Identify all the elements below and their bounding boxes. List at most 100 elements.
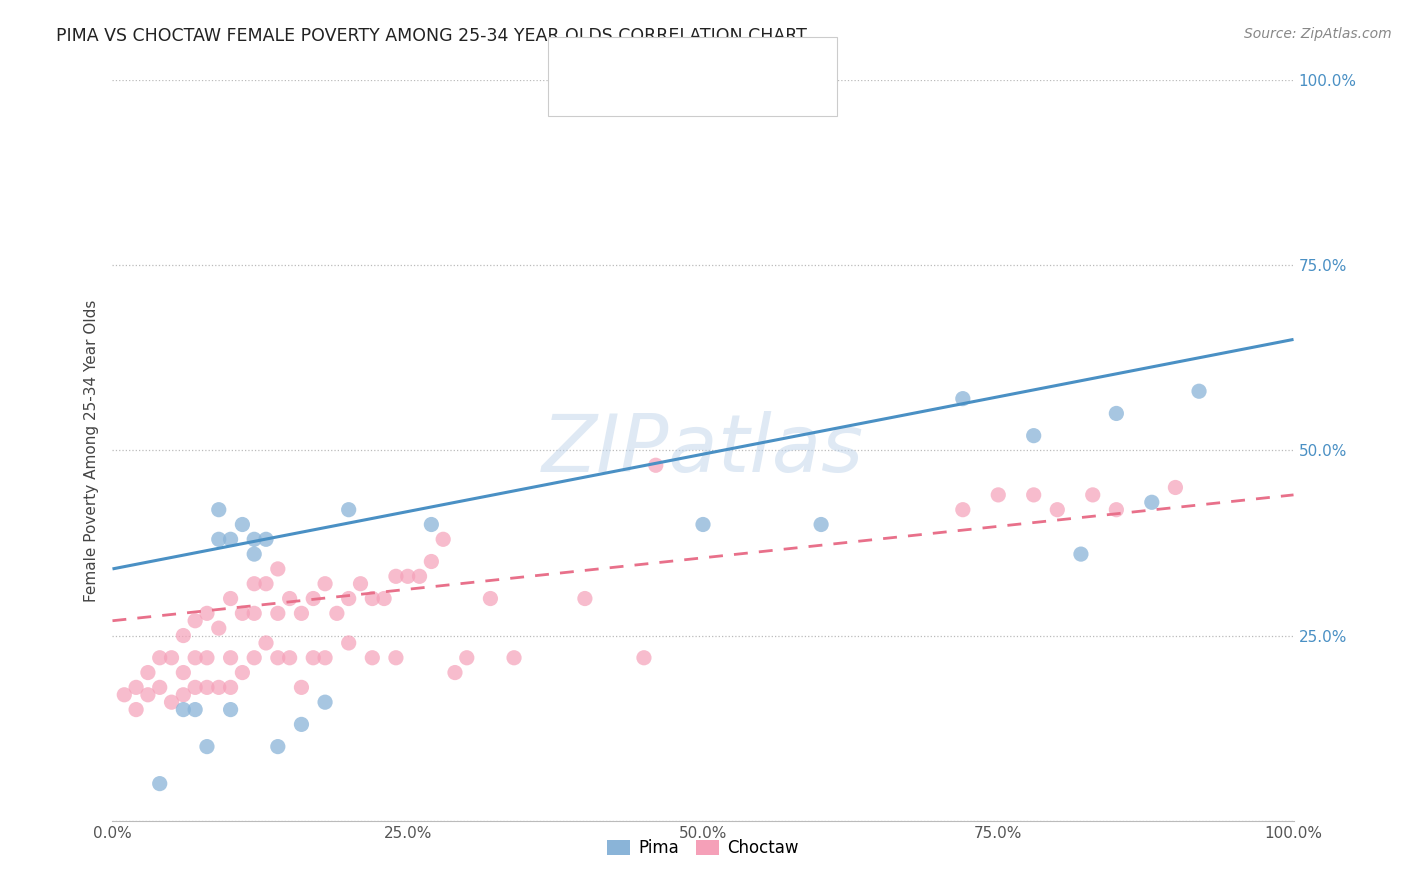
Point — [125, 681, 148, 695]
Point — [243, 607, 266, 621]
Text: N =: N = — [693, 55, 747, 74]
Text: 0.186: 0.186 — [651, 83, 710, 102]
Text: PIMA VS CHOCTAW FEMALE POVERTY AMONG 25-34 YEAR OLDS CORRELATION CHART: PIMA VS CHOCTAW FEMALE POVERTY AMONG 25-… — [56, 27, 807, 45]
Point — [160, 695, 183, 709]
Point — [337, 502, 360, 516]
Point — [952, 392, 974, 406]
Legend: Pima, Choctaw: Pima, Choctaw — [600, 833, 806, 864]
Point — [337, 591, 360, 606]
Point — [479, 591, 502, 606]
Point — [349, 576, 371, 591]
Point — [361, 650, 384, 665]
Point — [314, 650, 336, 665]
Point — [1105, 407, 1128, 421]
Point — [278, 650, 301, 665]
Point — [373, 591, 395, 606]
Point — [1022, 428, 1045, 442]
Point — [267, 607, 290, 621]
Point — [136, 688, 159, 702]
Point — [254, 533, 277, 547]
Text: 68: 68 — [752, 83, 778, 102]
Point — [633, 650, 655, 665]
Point — [267, 650, 290, 665]
Point — [184, 614, 207, 628]
Point — [1046, 502, 1069, 516]
Point — [420, 555, 443, 569]
Point — [302, 650, 325, 665]
Point — [326, 607, 349, 621]
Point — [231, 517, 253, 532]
Point — [1081, 488, 1104, 502]
Point — [208, 502, 231, 516]
Point — [692, 517, 714, 532]
Text: 25: 25 — [752, 55, 778, 74]
Text: Source: ZipAtlas.com: Source: ZipAtlas.com — [1244, 27, 1392, 41]
Point — [195, 650, 218, 665]
Point — [195, 681, 218, 695]
Point — [208, 533, 231, 547]
Point — [219, 703, 242, 717]
Point — [290, 717, 312, 731]
Point — [314, 695, 336, 709]
Point — [1164, 480, 1187, 494]
Point — [149, 776, 172, 791]
Text: N =: N = — [693, 83, 747, 102]
Y-axis label: Female Poverty Among 25-34 Year Olds: Female Poverty Among 25-34 Year Olds — [83, 300, 98, 601]
Point — [243, 650, 266, 665]
Point — [195, 607, 218, 621]
Point — [172, 688, 194, 702]
Point — [444, 665, 467, 680]
Point — [396, 569, 419, 583]
Point — [456, 650, 478, 665]
Point — [243, 547, 266, 561]
Point — [1070, 547, 1092, 561]
Point — [432, 533, 454, 547]
Point — [278, 591, 301, 606]
Text: R =: R = — [612, 55, 658, 74]
Point — [810, 517, 832, 532]
Text: ZIPatlas: ZIPatlas — [541, 411, 865, 490]
Point — [254, 576, 277, 591]
Point — [254, 636, 277, 650]
Point — [184, 681, 207, 695]
Point — [243, 576, 266, 591]
Bar — [569, 53, 600, 78]
Point — [290, 607, 312, 621]
Point — [1022, 488, 1045, 502]
Point — [420, 517, 443, 532]
Point — [290, 681, 312, 695]
Text: R =: R = — [612, 83, 658, 102]
Point — [160, 650, 183, 665]
Point — [136, 665, 159, 680]
Point — [574, 591, 596, 606]
Point — [385, 650, 408, 665]
Point — [125, 703, 148, 717]
Point — [149, 681, 172, 695]
Text: 0.488: 0.488 — [651, 55, 710, 74]
Point — [219, 591, 242, 606]
Point — [112, 688, 135, 702]
Point — [1105, 502, 1128, 516]
Point — [1188, 384, 1211, 399]
Point — [208, 681, 231, 695]
Point — [172, 703, 194, 717]
Point — [231, 665, 253, 680]
Point — [1140, 495, 1163, 509]
Point — [987, 488, 1010, 502]
Point — [408, 569, 430, 583]
Bar — [569, 79, 600, 104]
Point — [361, 591, 384, 606]
Point — [149, 650, 172, 665]
Point — [267, 739, 290, 754]
Point — [219, 650, 242, 665]
Point — [219, 681, 242, 695]
Point — [644, 458, 666, 473]
Point — [243, 533, 266, 547]
Point — [231, 607, 253, 621]
Point — [172, 665, 194, 680]
Point — [219, 533, 242, 547]
Point — [385, 569, 408, 583]
Point — [184, 650, 207, 665]
Point — [503, 650, 526, 665]
Point — [952, 502, 974, 516]
